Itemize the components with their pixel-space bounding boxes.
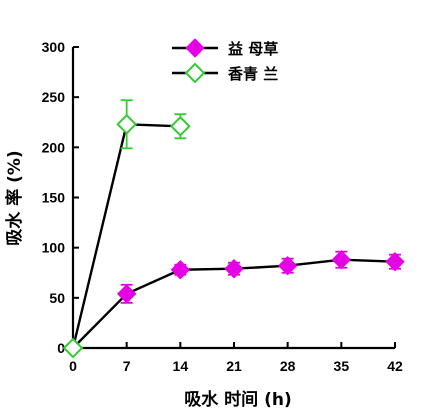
y-tick-label: 200 — [42, 139, 66, 155]
y-tick-label: 100 — [42, 240, 66, 256]
series-line — [71, 123, 181, 349]
x-tick-label: 21 — [226, 358, 242, 374]
legend-label: 益 母草 — [228, 40, 278, 58]
series-1 — [63, 249, 405, 358]
legend-item: 益 母草 — [172, 38, 278, 58]
y-axis-label: 吸水 率 (%) — [4, 150, 25, 245]
data-point — [224, 259, 244, 279]
data-point — [277, 256, 298, 276]
data-point — [116, 113, 138, 135]
y-tick-label: 0 — [57, 340, 65, 356]
y-tick-label: 300 — [42, 39, 66, 55]
series-group — [62, 99, 405, 359]
data-point — [170, 260, 191, 280]
legend-item: 香青 兰 — [172, 62, 278, 84]
data-point — [385, 252, 405, 272]
x-tick-label: 28 — [280, 358, 296, 374]
x-tick-label: 14 — [173, 358, 189, 374]
data-point — [169, 115, 191, 137]
legend-marker — [184, 62, 206, 84]
x-tick-label: 42 — [387, 358, 403, 374]
y-ticks: 0 50 100 150 200 250 300 — [42, 39, 79, 356]
x-tick-label: 35 — [334, 358, 350, 374]
legend-label: 香青 兰 — [228, 65, 278, 83]
data-point — [116, 284, 137, 304]
y-tick-label: 150 — [42, 190, 66, 206]
data-point — [331, 249, 352, 270]
y-tick-label: 50 — [49, 290, 65, 306]
series-2 — [62, 99, 191, 359]
x-tick-label: 0 — [69, 358, 77, 374]
data-point — [62, 337, 84, 359]
legend-marker — [185, 38, 205, 58]
x-tick-label: 7 — [123, 358, 131, 374]
x-axis-label: 吸水 时间 (h) — [184, 389, 291, 410]
x-ticks: 0 7 14 21 28 35 42 — [69, 342, 403, 374]
y-tick-label: 250 — [42, 89, 66, 105]
